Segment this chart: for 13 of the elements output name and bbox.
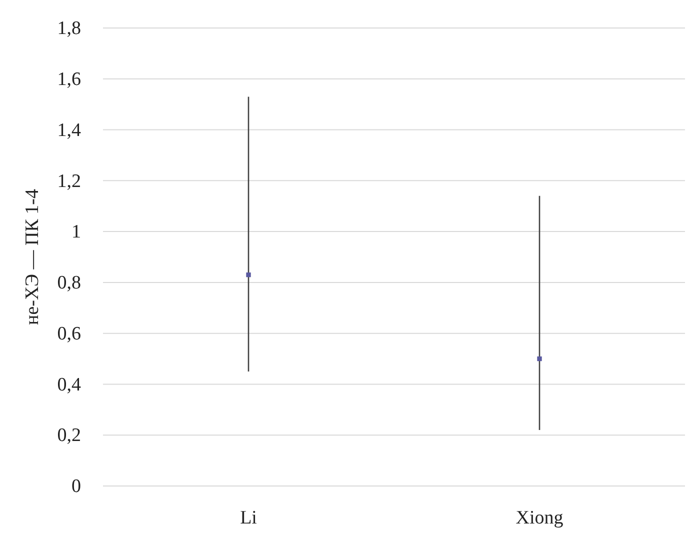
y-tick-label: 0,6: [57, 323, 81, 344]
y-axis-title: не-ХЭ — ПК 1-4: [22, 188, 43, 325]
x-tick-label: Li: [240, 507, 257, 528]
y-tick-label: 1,6: [57, 68, 81, 90]
y-tick-label: 1,4: [57, 120, 82, 141]
y-tick-label: 0,8: [57, 272, 81, 294]
y-tick-label: 1: [72, 222, 81, 243]
y-tick-label: 1,2: [57, 170, 81, 192]
x-tick-label: Xiong: [516, 507, 564, 528]
y-tick-label: 0: [72, 476, 81, 498]
y-tick-label: 0,4: [57, 374, 82, 396]
y-tick-label: 0,2: [57, 425, 81, 446]
y-tick-label: 1,8: [57, 18, 81, 40]
